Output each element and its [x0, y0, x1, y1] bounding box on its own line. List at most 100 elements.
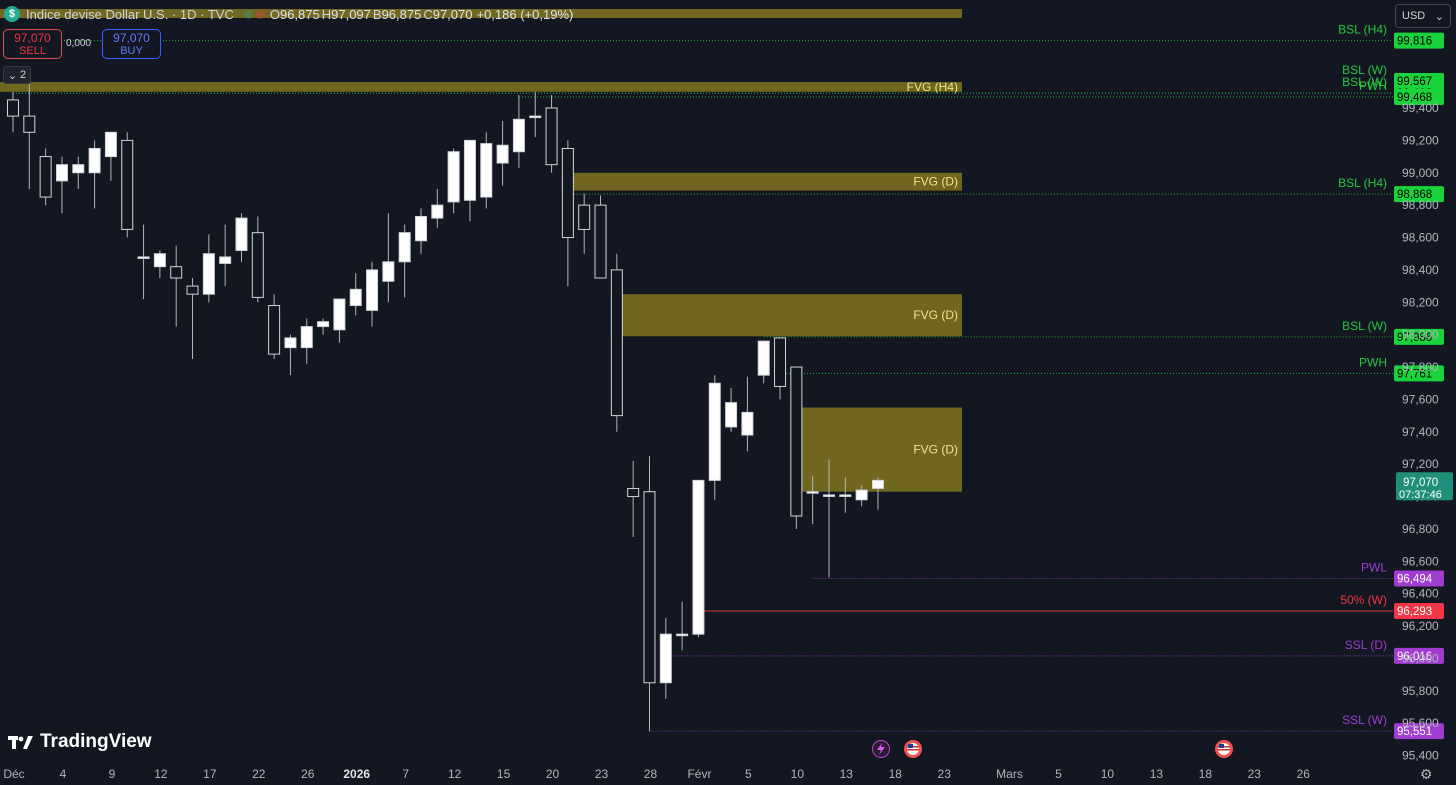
fvg-zone	[610, 294, 962, 337]
y-tick-label: 95,400	[1402, 749, 1439, 763]
candle-up	[55, 164, 68, 182]
candle-up	[480, 143, 493, 198]
y-tick-label: 97,600	[1402, 392, 1439, 406]
candle-up	[529, 115, 542, 119]
x-tick-label: 17	[203, 767, 217, 781]
level-price-tag	[1394, 328, 1444, 345]
buy-price: 97,070	[113, 31, 150, 45]
symbol-title[interactable]: Indice devise Dollar U.S. · 1D · TVC	[26, 6, 234, 22]
currency-select[interactable]: USD ⌄	[1395, 4, 1451, 28]
fvg-zone	[0, 82, 962, 92]
change-value: +0,186 (+0,19%)	[476, 6, 574, 22]
buy-button[interactable]: 97,070 BUY	[102, 29, 161, 59]
low-label: B	[372, 6, 382, 22]
candle-up	[871, 479, 884, 489]
x-tick-label: 12	[448, 767, 462, 781]
x-tick-label: 26	[1297, 767, 1311, 781]
candle-up	[431, 204, 444, 219]
close-value: 97,070	[432, 6, 473, 22]
x-tick-label: 15	[497, 767, 511, 781]
sell-button[interactable]: 97,070 SELL	[3, 29, 62, 59]
candle-down	[643, 491, 656, 684]
level-price-text: 96,494	[1397, 573, 1433, 585]
level-price-text: 99,567	[1397, 76, 1432, 88]
fvg-zone	[561, 172, 962, 191]
x-tick-label: 12	[154, 767, 168, 781]
brand-name: TradingView	[40, 731, 152, 752]
level-label: BSL (W)	[1342, 63, 1387, 77]
event-lightning-icon[interactable]	[872, 740, 890, 758]
x-tick-label: 26	[301, 767, 315, 781]
y-tick-label: 99,200	[1402, 133, 1439, 147]
indicator-count: 2	[20, 69, 27, 81]
symbol-header: $ Indice devise Dollar U.S. · 1D · TVC O…	[0, 0, 573, 28]
level-price-text: 96,293	[1397, 606, 1432, 618]
x-tick-label: 5	[745, 767, 752, 781]
last-price-value: 97,070	[1403, 477, 1438, 489]
us-flag-event-icon[interactable]	[904, 740, 922, 758]
y-tick-label: 95,600	[1402, 716, 1439, 730]
candle-up	[725, 402, 738, 428]
level-price-tag	[1394, 365, 1444, 382]
level-price-tag	[1394, 570, 1444, 587]
level-price-text: 95,551	[1397, 726, 1432, 738]
x-tick-label: 20	[546, 767, 560, 781]
settings-gear-icon[interactable]: ⚙	[1420, 766, 1433, 782]
candle-down	[774, 337, 787, 387]
chevron-down-icon: ⌄	[1434, 10, 1444, 23]
level-price-tag	[1394, 88, 1444, 105]
candle-down	[186, 285, 199, 295]
candle-down	[790, 366, 803, 517]
x-tick-label: 10	[1101, 767, 1115, 781]
x-tick-label: 23	[938, 767, 952, 781]
level-label: 50% (W)	[1340, 593, 1387, 607]
candle-down	[170, 266, 183, 279]
sell-label: SELL	[19, 45, 46, 57]
candle-up	[104, 131, 117, 158]
candle-down	[39, 156, 52, 198]
y-tick-label: 98,800	[1402, 198, 1439, 212]
candle-up	[349, 288, 362, 307]
us-flag-event-icon[interactable]	[1215, 740, 1233, 758]
candle-down	[121, 139, 134, 230]
level-price-tag	[1394, 723, 1444, 740]
candle-down	[578, 204, 591, 230]
y-tick-label: 99,000	[1402, 166, 1439, 180]
candle-down	[610, 269, 623, 417]
x-tick-label: 2026	[343, 767, 370, 781]
x-tick-label: 7	[402, 767, 409, 781]
buy-label: BUY	[120, 45, 143, 57]
candle-up	[447, 151, 460, 203]
tradingview-logo[interactable]: TradingView	[8, 731, 152, 753]
level-label: SSL (D)	[1345, 638, 1387, 652]
close-label: C	[423, 6, 433, 22]
y-tick-label: 98,400	[1402, 263, 1439, 277]
fvg-label: FVG (D)	[913, 175, 958, 189]
level-price-text: 96,016	[1397, 651, 1432, 663]
tradingview-icon	[8, 736, 33, 749]
candle-up	[855, 489, 868, 501]
y-tick-label: 96,800	[1402, 522, 1439, 536]
candle-up	[659, 633, 672, 684]
level-label: BSL (H4)	[1338, 176, 1387, 190]
sell-price: 97,070	[14, 31, 51, 45]
x-tick-label: 23	[595, 767, 609, 781]
x-tick-label: Mars	[996, 767, 1023, 781]
spread-value: 0,000	[66, 38, 92, 49]
high-label: H	[321, 6, 332, 22]
level-label: PWH	[1359, 79, 1387, 93]
x-tick-label: 28	[644, 767, 658, 781]
dollar-icon: $	[4, 6, 20, 22]
x-tick-label: Févr	[687, 767, 711, 781]
level-price-tag	[1394, 647, 1444, 664]
level-price-text: 98,868	[1397, 189, 1432, 201]
candle-up	[741, 411, 754, 436]
collapse-indicators-button[interactable]: ⌄ 2	[3, 66, 31, 84]
candle-down	[251, 232, 264, 298]
y-tick-label: 96,600	[1402, 554, 1439, 568]
x-tick-label: 4	[60, 767, 67, 781]
open-label: O	[269, 6, 280, 22]
candle-down	[7, 99, 19, 117]
candle-up	[366, 269, 379, 311]
